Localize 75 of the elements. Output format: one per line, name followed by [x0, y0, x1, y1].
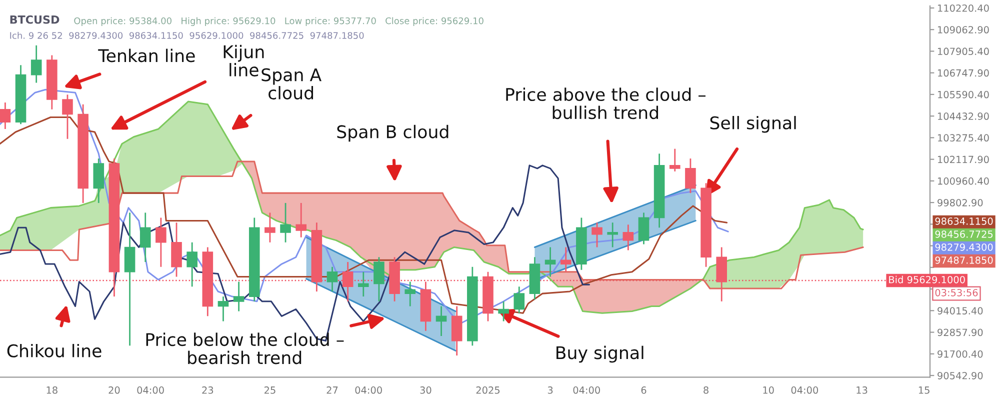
candlestick	[218, 296, 229, 322]
candlestick	[622, 224, 634, 251]
candlestick	[514, 286, 525, 314]
candlestick	[685, 158, 696, 194]
y-tick-label: 100960.40	[938, 177, 989, 185]
x-tick-label: 8	[704, 386, 708, 394]
x-tick-label: 04:00	[791, 386, 818, 394]
y-tick-label: 105590.40	[938, 90, 989, 98]
x-tick-label: 2025	[476, 386, 500, 394]
candlestick	[30, 44, 42, 84]
candlestick	[358, 271, 369, 298]
x-tick-label: 04:00	[573, 386, 600, 394]
text: Open price: 95384.00 High price: 95629.10 Low price: 95377.70 Close price: 95629.10	[74, 17, 484, 26]
text: 98634.1150	[935, 217, 993, 225]
candlestick	[436, 306, 447, 337]
candlestick	[498, 300, 509, 322]
y-tick-label: 107905.40	[938, 48, 989, 56]
y-tick-label: 102117.90	[938, 156, 989, 164]
x-tick-label: 10	[763, 386, 774, 394]
candlestick	[669, 148, 680, 172]
x-tick-label: 20	[108, 386, 120, 394]
annotation: Span B cloud	[337, 124, 448, 142]
y-tick-label: 110220.40	[938, 4, 989, 12]
x-tick-label: 25	[264, 386, 276, 394]
annotation: Ich. 9 26 52 98279.4300 98634.1150 95629.1000 98456.7725 97487.1850	[10, 32, 364, 39]
x-tick-label: 27	[326, 386, 338, 394]
x-tick-label: 23	[202, 386, 214, 394]
candlestick	[140, 212, 151, 263]
annotation: Sell signal	[710, 116, 796, 133]
candlestick	[156, 217, 166, 268]
x-tick-label: 18	[46, 386, 58, 394]
candlestick	[264, 212, 276, 244]
y-tick-label: 99802.90	[938, 199, 983, 206]
candlestick	[374, 256, 384, 302]
x-tick-label: 04:00	[355, 386, 382, 394]
candlestick	[607, 222, 618, 248]
line-series	[0, 160, 864, 290]
annotation: Price above the cloud – bullish trend	[506, 88, 706, 120]
candlestick	[280, 202, 291, 244]
y-tick-label: 94015.40	[938, 307, 983, 314]
candlestick	[326, 266, 338, 292]
x-tick-label: 04:00	[137, 386, 164, 394]
candlestick	[62, 94, 73, 140]
candlestick	[544, 246, 556, 278]
y-tick-label: 109062.90	[938, 26, 989, 34]
text: 98279.4300	[935, 243, 993, 251]
y-tick-label: 103275.40	[938, 134, 989, 142]
text: BTCUSD	[10, 15, 60, 24]
annotation: Chikou line	[7, 344, 102, 358]
annotation: Buy signal	[556, 346, 644, 363]
y-tick-label: 106747.90	[938, 69, 989, 77]
x-tick-label: 13	[856, 386, 868, 394]
y-tick-label: 92857.90	[938, 328, 983, 336]
annotation: Tenkan line	[98, 48, 195, 62]
candlestick	[560, 246, 572, 273]
x-tick-label: 15	[918, 386, 930, 394]
ref-line-label: Bid 95629.1000	[889, 276, 965, 284]
text: 03:53:56	[935, 288, 978, 296]
text: 98456.7725	[935, 230, 993, 238]
x-tick-label: 3	[548, 386, 553, 394]
y-tick-label: 90542.90	[938, 372, 983, 380]
candlestick	[592, 222, 602, 248]
candlestick	[638, 212, 650, 245]
text: 97487.1850	[935, 256, 993, 264]
annotation: Price below the cloud – bearish trend	[146, 332, 344, 364]
y-tick-label: 104432.90	[938, 112, 989, 120]
candlestick	[186, 242, 198, 288]
annotation: Span A cloud	[262, 68, 322, 100]
candlestick	[296, 202, 307, 238]
candlestick	[233, 281, 244, 312]
y-tick-label: 91700.40	[938, 350, 983, 358]
candlestick	[404, 281, 416, 307]
x-tick-label: 30	[420, 386, 432, 394]
x-tick-label: 6	[641, 386, 646, 394]
candlestick	[0, 102, 11, 130]
